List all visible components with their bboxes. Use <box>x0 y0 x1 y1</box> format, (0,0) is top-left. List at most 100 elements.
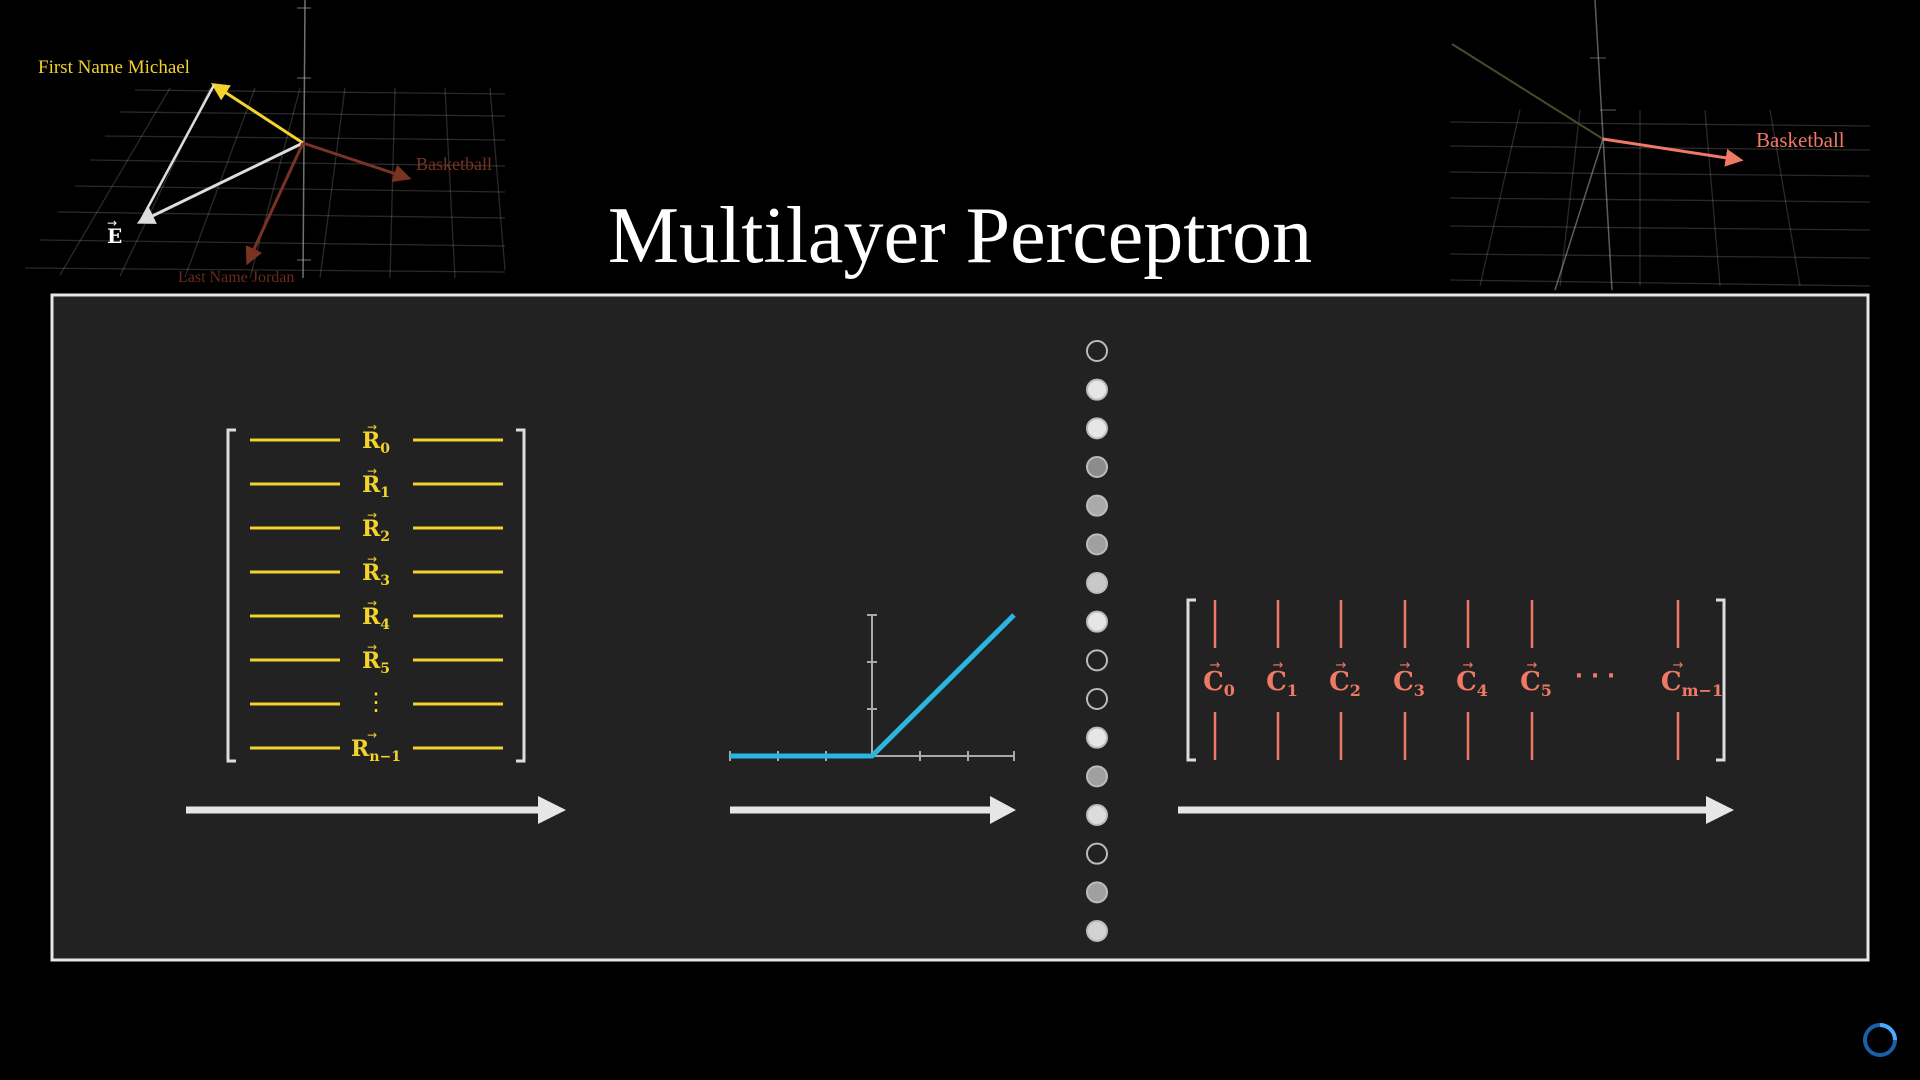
vector-arrow-accent: → <box>1673 658 1684 673</box>
flow-arrow-1-head <box>538 796 566 824</box>
neuron <box>1086 610 1108 633</box>
page-title: Multilayer Perceptron <box>608 192 1312 280</box>
e-vector-arrow-accent: → <box>107 216 117 230</box>
neuron <box>1086 765 1108 788</box>
neuron <box>1086 378 1108 401</box>
row-matrix-row: R0→ <box>250 420 503 457</box>
flow-arrow-3-head <box>1706 796 1734 824</box>
row-matrix-left-bracket <box>226 428 236 763</box>
row-matrix-row: R4→ <box>250 596 503 633</box>
loading-spinner-icon <box>1863 1023 1897 1057</box>
neuron <box>1086 920 1108 942</box>
vector-arrow-accent: → <box>1273 658 1284 673</box>
basketball-vector-right <box>1602 137 1744 167</box>
column-vector-label: C3 <box>1393 667 1425 700</box>
row-matrix-rows: R0→R1→R2→R3→R4→R5→⋮Rn−1→ <box>250 420 503 765</box>
first-name-label: First Name Michael <box>38 57 190 78</box>
right-plot-vertical-axis <box>1594 0 1613 291</box>
column-matrix-column: C5→ <box>1520 600 1552 760</box>
column-matrix-columns: C0→C1→C2→C3→C4→C5→Cm−1→ <box>1203 600 1723 760</box>
vector-arrow-accent: → <box>1527 658 1538 673</box>
column-matrix-column: C2→ <box>1329 600 1361 760</box>
neuron <box>1086 494 1108 517</box>
column-vector-label: C0 <box>1203 667 1235 700</box>
vector-arrow-accent: → <box>367 420 377 434</box>
column-matrix-right-bracket <box>1716 598 1726 762</box>
relu-y-ticks <box>867 614 877 710</box>
vector-arrow-accent: → <box>367 640 377 654</box>
neuron <box>1086 842 1108 865</box>
e-vector-label: E <box>107 224 122 248</box>
neuron <box>1086 881 1108 904</box>
row-vector-label: Rn−1 <box>351 736 401 765</box>
vector-arrow-accent: → <box>367 552 377 566</box>
right-plot-grid <box>1449 109 1871 287</box>
column-matrix-ellipsis: · · · <box>1575 664 1615 689</box>
row-matrix-row: Rn−1→ <box>250 728 503 765</box>
row-vector-ellipsis: ⋮ <box>364 688 388 716</box>
vector-arrow-accent: → <box>1463 658 1474 673</box>
e-vector <box>136 141 304 224</box>
row-matrix: R0→R1→R2→R3→R4→R5→⋮Rn−1→ <box>226 420 526 765</box>
neuron <box>1086 533 1108 556</box>
row-vector-label: R3 <box>362 560 390 589</box>
vector-arrow-accent: → <box>367 728 377 742</box>
column-matrix-column: C1→ <box>1266 600 1298 760</box>
row-matrix-row: R5→ <box>250 640 503 677</box>
vector-arrow-accent: → <box>1400 658 1411 673</box>
right-embedding-plot: Basketball <box>1449 0 1871 291</box>
vector-arrow-accent: → <box>367 508 377 522</box>
e-vector-helper <box>138 84 216 223</box>
column-vector-label: C4 <box>1456 667 1488 700</box>
right-plot-dark-axis <box>1451 43 1604 140</box>
column-matrix-column: Cm−1→ <box>1661 600 1723 760</box>
relu-curve <box>730 613 1016 759</box>
left-plot-vertical-axis <box>302 0 306 279</box>
row-vector-label: R1 <box>362 472 390 501</box>
last-name-label: Last Name Jordan <box>178 269 294 286</box>
row-vector-label: R2 <box>362 516 390 545</box>
last-name-vector <box>245 142 305 266</box>
neuron <box>1086 726 1108 749</box>
column-vector-label: C2 <box>1329 667 1361 700</box>
row-matrix-row: R2→ <box>250 508 503 545</box>
first-name-vector <box>210 83 304 145</box>
neuron <box>1086 649 1108 672</box>
left-embedding-plot: First Name Michael Basketball Last Name … <box>24 0 506 286</box>
basketball-label-right: Basketball <box>1756 128 1845 152</box>
row-vector-label: R4 <box>362 604 390 633</box>
flow-arrow-2-head <box>990 796 1016 824</box>
row-vector-label: R0 <box>362 428 390 457</box>
column-vector-label: Cm−1 <box>1661 667 1723 700</box>
vector-arrow-accent: → <box>367 596 377 610</box>
neuron <box>1086 804 1108 826</box>
row-matrix-row: ⋮ <box>250 688 503 716</box>
row-vector-label: R5 <box>362 648 390 677</box>
column-vector-label: C5 <box>1520 667 1552 700</box>
vector-arrow-accent: → <box>1210 658 1221 673</box>
row-matrix-row: R1→ <box>250 464 503 501</box>
column-matrix-left-bracket <box>1186 598 1196 762</box>
right-plot-depth-axis <box>1554 138 1604 291</box>
loading-spinner-arc <box>1879 1023 1897 1041</box>
neuron-column <box>1086 340 1108 942</box>
vector-arrow-accent: → <box>1336 658 1347 673</box>
neuron <box>1086 572 1108 594</box>
column-matrix-column: C3→ <box>1393 600 1425 760</box>
diagram-panel <box>50 293 1870 962</box>
neuron <box>1086 688 1108 710</box>
row-matrix-right-bracket <box>516 428 526 763</box>
neuron <box>1086 456 1108 478</box>
column-vector-label: C1 <box>1266 667 1298 700</box>
column-matrix: C0→C1→C2→C3→C4→C5→Cm−1→ · · · <box>1186 598 1726 762</box>
vector-arrow-accent: → <box>367 464 377 478</box>
neuron <box>1086 340 1108 362</box>
row-matrix-row: R3→ <box>250 552 503 589</box>
column-matrix-column: C4→ <box>1456 600 1488 760</box>
basketball-label-dim: Basketball <box>416 154 492 174</box>
relu-plot <box>729 613 1016 761</box>
basketball-vector <box>302 141 412 182</box>
column-matrix-column: C0→ <box>1203 600 1235 760</box>
neuron <box>1086 417 1108 440</box>
